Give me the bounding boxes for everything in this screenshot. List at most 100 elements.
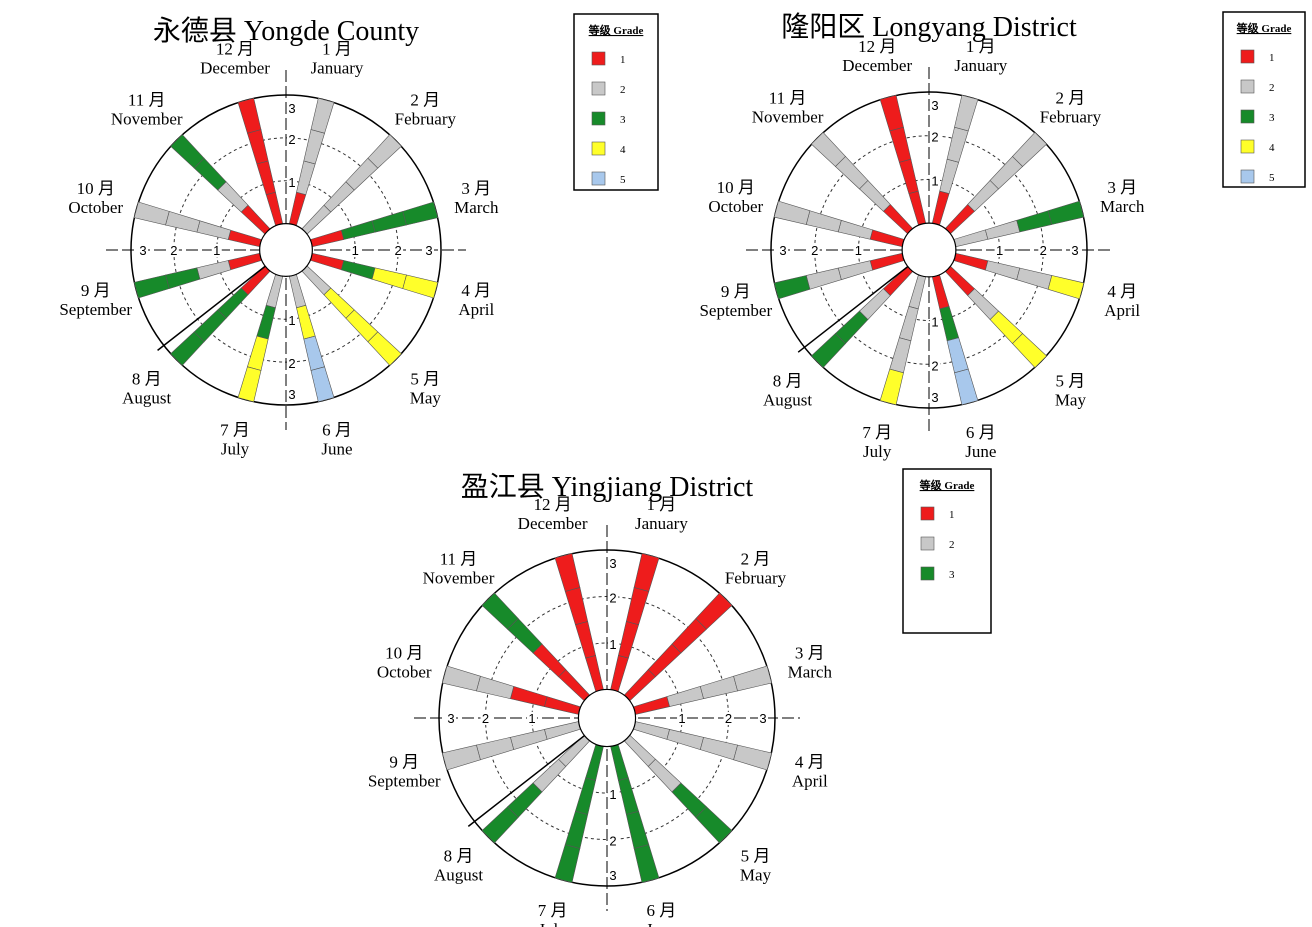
month-label-en: January [311,59,364,78]
month-label-cn: 5 月 [410,369,440,388]
legend-box [1222,11,1306,188]
segment-july-4 [879,368,904,406]
segment-august-4 [810,333,846,369]
legend-box [902,468,992,634]
month-label-en: August [763,390,812,409]
month-label-en: April [458,300,494,319]
tick-bg [608,869,618,882]
tick-bg [287,388,297,401]
month-label-cn: 5 月 [741,847,771,866]
month-label-cn: 8 月 [773,371,803,390]
month-label-en: February [725,569,787,588]
month-label-cn: 2 月 [410,91,440,110]
tick-bg [287,175,297,189]
legend-swatch-5 [1240,169,1255,184]
month-label-cn: 4 月 [1107,282,1137,301]
tick-down-label: 1 [609,787,616,802]
chart-title: 盈江县 Yingjiang District [461,471,754,503]
month-label-en: September [368,771,441,790]
tick-up-label: 3 [288,101,295,116]
segment-may-4 [1012,333,1048,369]
tick-bg [138,244,148,257]
month-label-en: March [454,198,499,217]
legend: 等级 Grade 1 2 3 4 5 [573,13,659,191]
month-label-en: August [122,388,171,407]
tick-bg [211,244,222,257]
month-label-en: April [1104,301,1140,320]
chart-title: 隆阳区 Longyang District [781,11,1077,43]
legend-swatch-3 [920,566,935,581]
tick-right-label: 3 [1071,243,1078,258]
month-label-en: June [965,442,996,461]
segment-january-4 [310,97,335,134]
month-label-cn: 12 月 [858,37,896,56]
month-label-en: October [708,197,763,216]
segment-july-4 [554,844,581,883]
tick-left-label: 3 [447,711,454,726]
month-label-cn: 3 月 [795,644,825,663]
segment-december-4 [237,97,262,134]
legend-swatch-1 [920,506,935,521]
month-label-en: January [954,56,1007,75]
tick-bg [608,637,618,651]
legend-label-1: 1 [620,54,626,66]
month-label-en: February [395,110,457,129]
segment-february-4 [367,134,402,169]
month-label-cn: 6 月 [322,420,352,439]
tick-right-label: 1 [352,243,359,258]
tick-bg [608,591,618,605]
segment-september-4 [773,275,811,300]
legend-swatch-3 [1240,109,1255,124]
month-label-en: May [410,388,442,407]
tick-left-label: 2 [170,243,177,258]
month-label-cn: 12 月 [533,495,571,514]
tick-bg [608,788,618,802]
legend-swatch-4 [591,141,606,156]
legend-label-2: 2 [1269,82,1275,94]
month-label-en: July [538,920,567,927]
tick-right-label: 2 [1040,243,1047,258]
legend-label-3: 3 [1269,112,1275,124]
tick-up-label: 1 [609,637,616,652]
month-label-cn: 1 月 [647,495,677,514]
month-label-en: December [842,56,912,75]
tick-right-label: 2 [394,243,401,258]
tick-down-label: 1 [931,315,938,330]
month-label-en: July [221,439,250,458]
legend-swatch-1 [1240,49,1255,64]
segment-october-4 [133,201,170,226]
month-label-en: June [321,439,352,458]
month-label-cn: 6 月 [966,423,996,442]
tick-bg [1070,244,1080,257]
month-label-cn: 8 月 [132,369,162,388]
tick-bg [758,712,768,725]
tick-left-label: 1 [855,243,862,258]
tick-bg [446,712,456,725]
segment-july-4 [237,366,262,403]
tick-down-label: 2 [931,358,938,373]
month-label-en: October [377,663,432,682]
legend-swatch-2 [1240,79,1255,94]
tick-up-label: 3 [931,98,938,113]
month-label-en: November [752,108,824,127]
tick-bg [994,244,1005,257]
month-label-cn: 9 月 [389,752,419,771]
tick-bg [608,834,618,848]
segment-april-4 [1047,275,1085,300]
month-label-cn: 7 月 [538,901,568,920]
tick-right-label: 1 [678,711,685,726]
tick-right-label: 2 [725,711,732,726]
month-label-cn: 1 月 [322,40,352,59]
legend-label-5: 5 [1269,172,1275,184]
month-label-cn: 1 月 [966,37,996,56]
segment-january-4 [954,94,979,132]
tick-bg [350,244,361,257]
tick-bg [424,244,434,257]
month-label-cn: 8 月 [444,847,474,866]
segment-august-4 [481,806,519,844]
month-label-cn: 3 月 [461,179,491,198]
tick-bg [1038,244,1049,257]
tick-bg [930,174,940,188]
legend-box [573,13,659,191]
